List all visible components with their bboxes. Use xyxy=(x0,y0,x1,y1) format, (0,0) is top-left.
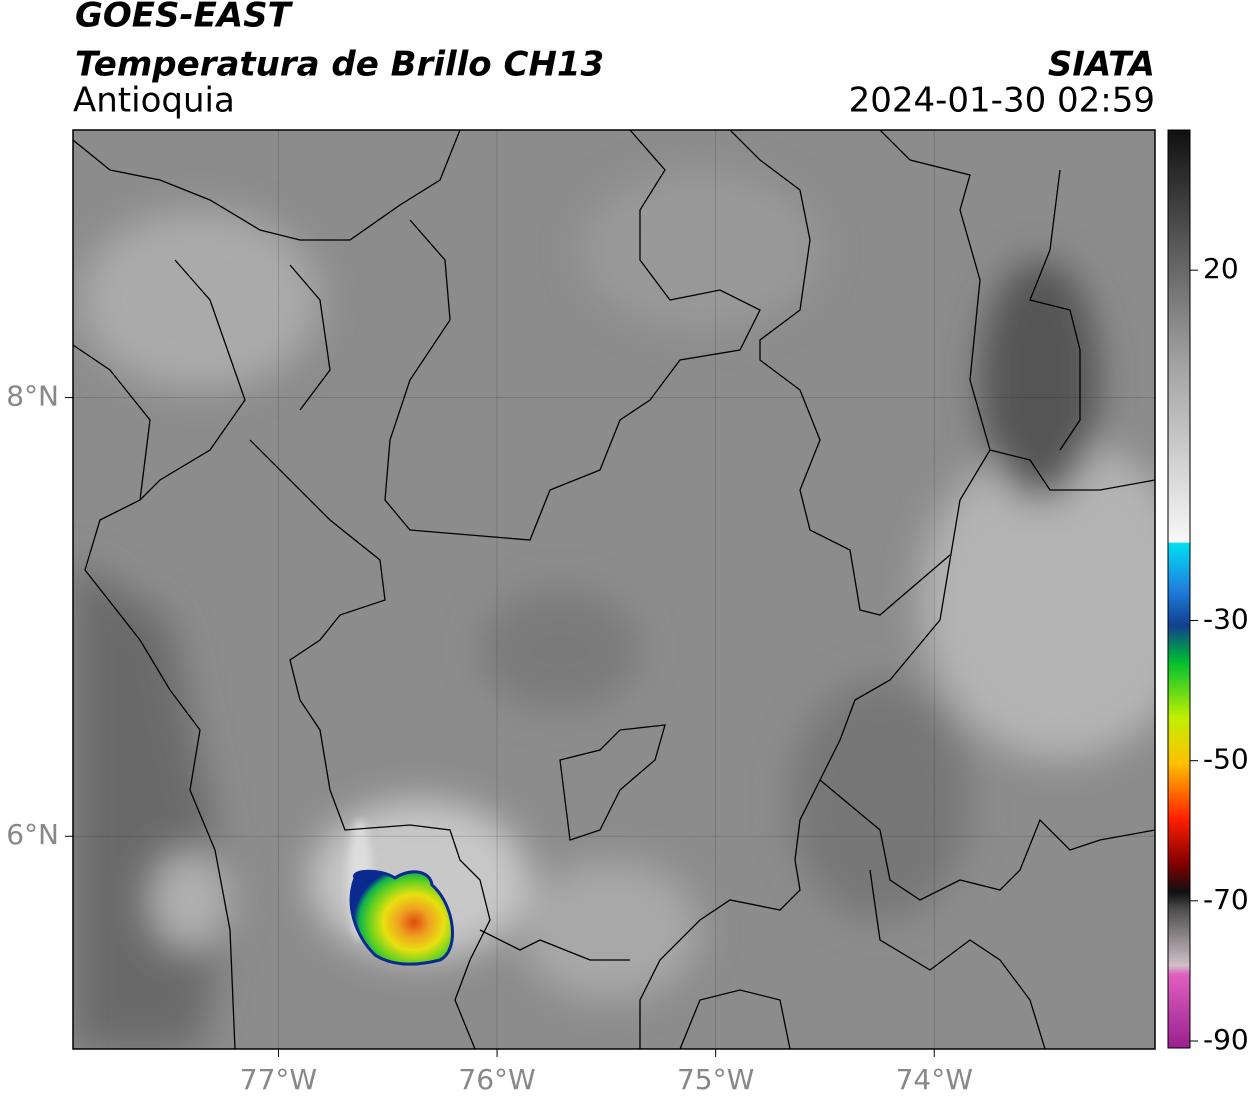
map-frame xyxy=(72,129,1156,1050)
datetime: 2024-01-30 02:59 xyxy=(849,81,1155,121)
x-tick-label: 75°W xyxy=(677,1063,754,1096)
y-tick-label: 8°N xyxy=(6,380,59,413)
y-tick-label: 6°N xyxy=(6,818,59,851)
colorbar-tick-label: 20 xyxy=(1203,252,1239,285)
region: Antioquia xyxy=(73,81,235,121)
source: SIATA xyxy=(1048,45,1155,85)
x-tick-label: 77°W xyxy=(240,1063,317,1096)
grid xyxy=(73,130,1155,1049)
subtitle: Temperatura de Brillo CH13 xyxy=(75,45,604,85)
map-image xyxy=(73,130,1155,1049)
colorbar-tick-label: -30 xyxy=(1203,603,1249,636)
colorbar-tick-label: -70 xyxy=(1203,883,1249,916)
x-tick-label: 76°W xyxy=(458,1063,535,1096)
colorbar xyxy=(1167,129,1191,1049)
x-tick-label: 74°W xyxy=(896,1063,973,1096)
colorbar-tick-label: -50 xyxy=(1203,743,1249,776)
title: GOES-EAST xyxy=(75,0,294,36)
colorbar-tick-label: -90 xyxy=(1203,1023,1249,1056)
